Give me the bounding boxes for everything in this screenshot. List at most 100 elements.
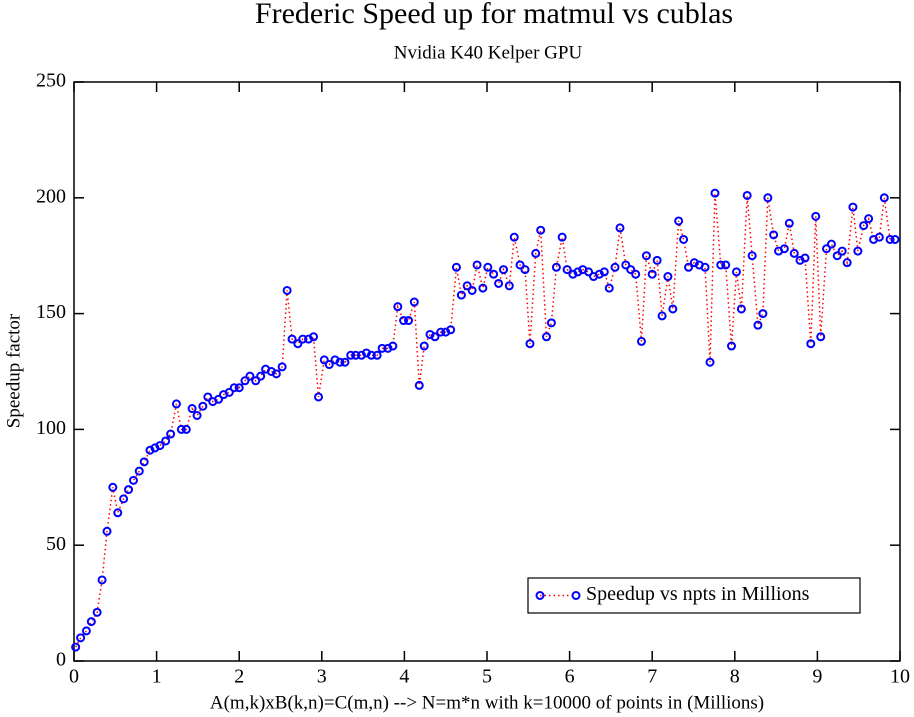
data-point <box>298 334 308 344</box>
data-point <box>161 436 171 446</box>
data-point <box>626 265 636 275</box>
data-point <box>282 285 292 295</box>
data-point <box>187 404 197 414</box>
y-tick-label: 150 <box>36 301 66 323</box>
data-point <box>494 278 504 288</box>
x-tick-label: 5 <box>482 666 492 688</box>
data-point <box>721 260 731 270</box>
data-point <box>86 617 96 627</box>
data-point <box>366 350 376 360</box>
data-point <box>779 244 789 254</box>
data-point <box>562 265 572 275</box>
data-point <box>340 357 350 367</box>
data-point <box>789 248 799 258</box>
data-point <box>388 341 398 351</box>
data-point <box>81 626 91 636</box>
data-point <box>76 633 86 643</box>
data-point <box>277 362 287 372</box>
data-point <box>451 262 461 272</box>
y-tick-label: 100 <box>36 417 66 439</box>
data-point <box>536 225 546 235</box>
data-point <box>229 383 239 393</box>
data-point <box>525 339 535 349</box>
data-point <box>885 234 895 244</box>
data-point <box>108 482 118 492</box>
data-point <box>313 392 323 402</box>
legend-marker <box>571 591 581 600</box>
data-point <box>615 223 625 233</box>
data-point <box>837 246 847 256</box>
data-point <box>610 262 620 272</box>
data-point <box>684 262 694 272</box>
data-point <box>399 316 409 326</box>
data-point <box>663 272 673 282</box>
data-point <box>113 508 123 518</box>
x-tick-label: 10 <box>890 666 910 688</box>
x-tick-label: 8 <box>730 666 740 688</box>
data-point <box>71 642 81 652</box>
x-tick-label: 3 <box>317 666 327 688</box>
data-point <box>245 371 255 381</box>
data-point <box>652 255 662 265</box>
data-point <box>864 214 874 224</box>
data-point <box>647 269 657 279</box>
data-point <box>890 234 900 244</box>
data-point <box>404 316 414 326</box>
data-point <box>716 260 726 270</box>
data-point <box>631 269 641 279</box>
data-point <box>134 466 144 476</box>
series-line <box>74 193 896 648</box>
data-point <box>747 251 757 261</box>
data-point <box>128 475 138 485</box>
data-point <box>700 262 710 272</box>
x-tick-label: 7 <box>647 666 657 688</box>
data-point <box>557 232 567 242</box>
data-point <box>256 371 266 381</box>
data-point <box>430 332 440 342</box>
data-point <box>551 262 561 272</box>
chart-subtitle: Nvidia K40 Kelper GPU <box>394 42 583 63</box>
data-point <box>124 485 134 495</box>
data-point <box>319 355 329 365</box>
y-tick-label: 200 <box>36 185 66 207</box>
data-point <box>784 218 794 228</box>
data-point <box>769 230 779 240</box>
data-point <box>674 216 684 226</box>
legend-marker <box>535 591 545 600</box>
data-point <box>176 424 186 434</box>
data-point <box>472 260 482 270</box>
data-point <box>599 267 609 277</box>
data-point <box>832 251 842 261</box>
data-point <box>806 339 816 349</box>
data-point <box>800 253 810 263</box>
data-point <box>467 285 477 295</box>
data-point <box>324 360 334 370</box>
x-tick-label: 9 <box>812 666 822 688</box>
x-tick-label: 0 <box>69 666 79 688</box>
data-point <box>742 190 752 200</box>
x-tick-label: 2 <box>234 666 244 688</box>
data-point <box>234 383 244 393</box>
data-point <box>489 269 499 279</box>
x-axis-label: A(m,k)xB(k,n)=C(m,n) --> N=m*n with k=10… <box>210 692 764 713</box>
data-point <box>636 336 646 346</box>
y-tick-label: 50 <box>46 533 66 555</box>
data-point <box>657 311 667 321</box>
data-point <box>393 302 403 312</box>
y-axis-label: Speedup factor <box>3 313 24 428</box>
data-point <box>705 357 715 367</box>
data-point <box>240 376 250 386</box>
data-point <box>726 341 736 351</box>
data-point <box>641 251 651 261</box>
data-point <box>515 260 525 270</box>
data-point <box>584 267 594 277</box>
data-point <box>462 281 472 291</box>
data-point <box>224 387 234 397</box>
data-point <box>811 211 821 221</box>
data-point <box>483 262 493 272</box>
data-point <box>377 343 387 353</box>
data-point <box>446 325 456 335</box>
data-point <box>102 526 112 536</box>
data-point <box>853 246 863 256</box>
data-point <box>192 411 202 421</box>
